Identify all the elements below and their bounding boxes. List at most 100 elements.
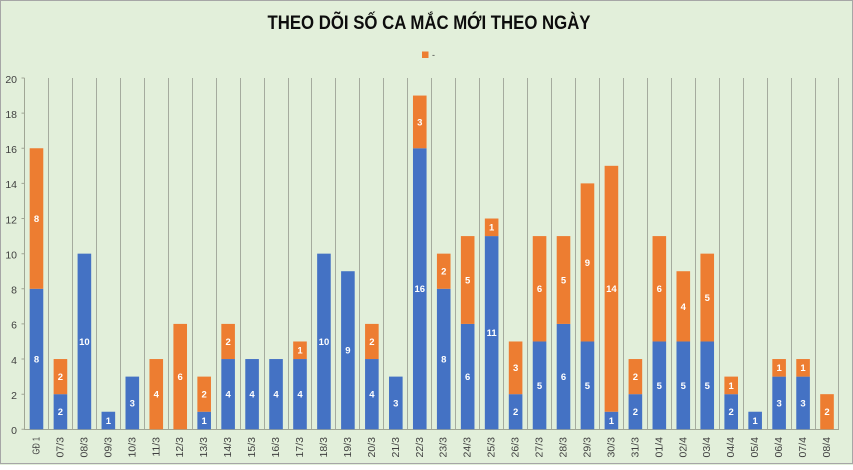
svg-text:5: 5 [657, 381, 663, 392]
svg-text:6: 6 [11, 320, 17, 332]
svg-text:8: 8 [11, 285, 17, 297]
svg-text:2: 2 [633, 372, 638, 383]
svg-text:12/3: 12/3 [174, 437, 186, 458]
svg-text:29/3: 29/3 [581, 437, 593, 458]
svg-text:8: 8 [441, 354, 446, 365]
svg-text:14: 14 [606, 284, 617, 295]
svg-text:2: 2 [513, 407, 518, 418]
svg-text:16: 16 [414, 284, 425, 295]
svg-text:1: 1 [729, 381, 735, 392]
svg-text:22/3: 22/3 [414, 437, 426, 458]
svg-text:31/3: 31/3 [629, 437, 641, 458]
svg-text:1: 1 [489, 223, 495, 234]
svg-text:8: 8 [34, 354, 39, 365]
svg-text:11: 11 [487, 328, 498, 339]
svg-text:1: 1 [106, 416, 112, 427]
svg-text:0: 0 [11, 425, 17, 437]
svg-text:9: 9 [345, 346, 350, 357]
svg-text:5: 5 [705, 381, 711, 392]
svg-text:18: 18 [5, 109, 17, 121]
svg-text:14: 14 [5, 179, 17, 191]
svg-text:08/4: 08/4 [821, 437, 833, 458]
svg-text:1: 1 [297, 346, 303, 357]
svg-text:18/3: 18/3 [318, 437, 330, 458]
svg-text:6: 6 [657, 284, 662, 295]
svg-text:3: 3 [800, 398, 805, 409]
svg-text:24/3: 24/3 [462, 437, 474, 458]
svg-text:09/3: 09/3 [102, 437, 114, 458]
svg-text:1: 1 [753, 416, 759, 427]
svg-text:1: 1 [609, 416, 615, 427]
svg-text:30/3: 30/3 [605, 437, 617, 458]
svg-text:2: 2 [202, 390, 207, 401]
svg-text:3: 3 [130, 398, 135, 409]
svg-text:2: 2 [729, 407, 734, 418]
svg-text:07/3: 07/3 [54, 437, 66, 458]
svg-text:15/3: 15/3 [246, 437, 258, 458]
svg-text:11/3: 11/3 [150, 437, 162, 457]
svg-text:2: 2 [58, 407, 63, 418]
svg-text:6: 6 [178, 372, 183, 383]
svg-text:13/3: 13/3 [198, 437, 210, 458]
svg-text:02/4: 02/4 [677, 437, 689, 458]
svg-text:4: 4 [154, 390, 160, 401]
svg-text:5: 5 [585, 381, 591, 392]
svg-text:2: 2 [369, 337, 374, 348]
svg-text:04/4: 04/4 [725, 437, 737, 458]
svg-text:20: 20 [5, 74, 17, 86]
svg-text:05/4: 05/4 [749, 437, 761, 458]
svg-text:26/3: 26/3 [510, 437, 522, 458]
svg-text:5: 5 [705, 293, 711, 304]
svg-text:16/3: 16/3 [270, 437, 282, 458]
svg-text:25/3: 25/3 [486, 437, 498, 458]
svg-text:4: 4 [681, 302, 687, 313]
svg-text:2: 2 [58, 372, 63, 383]
svg-text:3: 3 [513, 363, 518, 374]
svg-text:12: 12 [5, 214, 17, 226]
svg-text:2: 2 [824, 407, 829, 418]
svg-text:4: 4 [297, 390, 303, 401]
svg-text:4: 4 [249, 390, 255, 401]
svg-text:3: 3 [417, 117, 422, 128]
svg-text:5: 5 [537, 381, 543, 392]
svg-text:1: 1 [800, 363, 806, 374]
svg-text:17/3: 17/3 [294, 437, 306, 458]
svg-text:5: 5 [561, 275, 567, 286]
svg-text:1: 1 [776, 363, 782, 374]
svg-text:6: 6 [561, 372, 566, 383]
svg-text:THEO DÕI SỐ CA MẮC MỚI THEO NG: THEO DÕI SỐ CA MẮC MỚI THEO NGÀY [268, 10, 591, 34]
svg-text:-: - [432, 50, 435, 60]
svg-text:2: 2 [11, 390, 17, 402]
svg-text:20/3: 20/3 [366, 437, 378, 458]
svg-text:16: 16 [5, 144, 17, 156]
svg-text:10: 10 [79, 337, 90, 348]
svg-text:3: 3 [776, 398, 781, 409]
svg-text:6: 6 [465, 372, 470, 383]
svg-text:14/3: 14/3 [222, 437, 234, 458]
svg-text:4: 4 [225, 390, 231, 401]
svg-text:5: 5 [465, 275, 471, 286]
svg-text:01/4: 01/4 [653, 437, 665, 458]
svg-text:27/3: 27/3 [534, 437, 546, 458]
svg-text:2: 2 [633, 407, 638, 418]
svg-text:06/4: 06/4 [773, 437, 785, 458]
svg-text:9: 9 [585, 258, 590, 269]
svg-text:6: 6 [537, 284, 542, 295]
svg-text:23/3: 23/3 [438, 437, 450, 458]
svg-text:4: 4 [11, 355, 17, 367]
svg-text:08/3: 08/3 [78, 437, 90, 458]
svg-text:2: 2 [441, 267, 446, 278]
svg-text:GĐ 1: GĐ 1 [30, 437, 42, 455]
svg-text:4: 4 [273, 390, 279, 401]
svg-text:4: 4 [369, 390, 375, 401]
svg-text:10/3: 10/3 [126, 437, 138, 458]
svg-text:3: 3 [393, 398, 398, 409]
svg-text:28/3: 28/3 [558, 437, 570, 458]
svg-text:07/4: 07/4 [797, 437, 809, 458]
svg-text:2: 2 [225, 337, 230, 348]
svg-text:10: 10 [319, 337, 330, 348]
svg-text:21/3: 21/3 [390, 437, 402, 458]
svg-text:10: 10 [5, 249, 17, 261]
svg-text:03/4: 03/4 [701, 437, 713, 458]
svg-text:8: 8 [34, 214, 39, 225]
